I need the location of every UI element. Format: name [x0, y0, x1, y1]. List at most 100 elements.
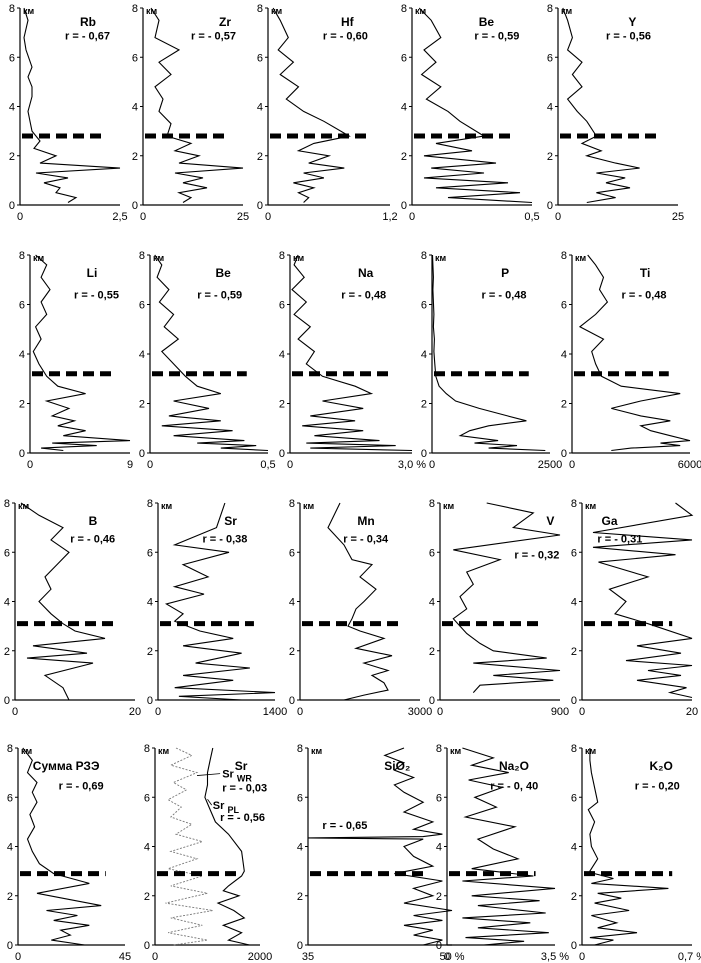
y-tick-label-19-4: 4: [571, 842, 577, 854]
y-tick-label-11-2: 2: [147, 646, 153, 658]
series-line-3-0: [418, 7, 533, 204]
depth-unit-label-4: км: [561, 6, 573, 16]
y-tick-label-0-8: 8: [9, 3, 15, 15]
x-tick-label-min-0: 0: [17, 211, 23, 223]
arrow-sr-pl: [207, 798, 213, 806]
x-tick-label-min-9: 0: [569, 459, 575, 471]
y-tick-label-5-8: 8: [19, 250, 25, 262]
y-tick-label-13-6: 6: [429, 547, 435, 559]
y-tick-label-2-2: 2: [257, 151, 263, 163]
y-tick-label-14-0: 0: [571, 695, 577, 707]
element-name-3: Be: [479, 15, 495, 29]
x-tick-label-min-16: 0: [152, 951, 158, 963]
series-line-11-0: [164, 502, 276, 701]
x-tick-label-max-14: 20: [686, 706, 698, 718]
depth-unit-label-12: км: [303, 501, 315, 511]
y-tick-label-8-6: 6: [421, 300, 427, 312]
y-tick-label-7-8: 8: [279, 250, 285, 262]
y-tick-label-12-4: 4: [289, 597, 295, 609]
correlation-label-2: r = - 0,60: [323, 31, 368, 43]
y-tick-label-9-4: 4: [561, 349, 567, 361]
y-tick-label-9-6: 6: [561, 300, 567, 312]
y-tick-label-18-2: 2: [436, 891, 442, 903]
y-tick-label-13-2: 2: [429, 646, 435, 658]
depth-unit-label-8: км: [435, 253, 447, 263]
series-line-16-0: [204, 747, 250, 946]
y-tick-label-13-0: 0: [429, 695, 435, 707]
y-tick-label-11-4: 4: [147, 597, 153, 609]
x-tick-label-max-5: 9: [127, 459, 133, 471]
element-name-8: P: [501, 266, 509, 280]
x-tick-label-max-6: 0,5: [260, 459, 275, 471]
y-tick-label-3-0: 0: [401, 200, 407, 212]
x-tick-label-min-4: 0: [555, 211, 561, 223]
element-name-1: Zr: [219, 15, 231, 29]
x-tick-label-min-12: 0: [297, 706, 303, 718]
depth-unit-label-15: км: [21, 746, 33, 756]
correlation-label-9: r = - 0,48: [622, 290, 667, 302]
x-tick-label-min-19: 0: [579, 951, 585, 963]
correlation-label-1: r = - 0,57: [191, 31, 236, 43]
x-tick-label-max-8: 2500: [538, 459, 562, 471]
y-tick-label-9-2: 2: [561, 399, 567, 411]
depth-unit-label-2: км: [271, 6, 283, 16]
correlation-label-4: r = - 0,56: [606, 31, 651, 43]
depth-unit-label-14: км: [585, 501, 597, 511]
series-label-sr-pl: Sr: [213, 800, 225, 812]
x-tick-label-min-10: 0: [12, 706, 18, 718]
series-line-14-0: [592, 502, 694, 699]
y-tick-label-1-8: 8: [132, 3, 138, 15]
series-line-15-0: [22, 747, 102, 946]
y-tick-label-4-4: 4: [547, 102, 553, 114]
y-tick-label-12-6: 6: [289, 547, 295, 559]
y-tick-label-14-4: 4: [571, 597, 577, 609]
y-tick-label-8-0: 0: [421, 448, 427, 460]
y-tick-label-17-2: 2: [297, 891, 303, 903]
y-tick-label-7-6: 6: [279, 300, 285, 312]
x-tick-label-min-3: 0: [409, 211, 415, 223]
x-tick-label-max-10: 20: [129, 706, 141, 718]
y-tick-label-19-2: 2: [571, 891, 577, 903]
depth-unit-label-9: км: [575, 253, 587, 263]
element-name-12: Mn: [357, 514, 374, 528]
correlation-label-12: r = - 0,34: [343, 533, 389, 545]
y-tick-label-19-6: 6: [571, 792, 577, 804]
x-tick-label-max-15: 45: [119, 951, 131, 963]
element-name-15: Сумма РЗЭ: [33, 759, 100, 773]
element-name-14: Ga: [601, 514, 617, 528]
y-tick-label-17-0: 0: [297, 940, 303, 952]
element-name-16: Sr: [235, 759, 248, 773]
y-tick-label-10-6: 6: [4, 547, 10, 559]
x-tick-label-min-15: 0: [15, 951, 21, 963]
y-tick-label-18-0: 0: [436, 940, 442, 952]
series-line-10-0: [20, 502, 106, 701]
depth-unit-label-17: км: [311, 746, 323, 756]
y-tick-label-18-6: 6: [436, 792, 442, 804]
y-tick-label-1-2: 2: [132, 151, 138, 163]
y-tick-label-6-2: 2: [139, 399, 145, 411]
y-tick-label-14-2: 2: [571, 646, 577, 658]
series-line-17-0: [307, 747, 453, 946]
y-tick-label-5-4: 4: [19, 349, 25, 361]
correlation-label-0: r = - 0,67: [65, 31, 110, 43]
y-tick-label-1-6: 6: [132, 52, 138, 64]
series-label-sr-pl-sub: PL: [227, 805, 239, 815]
y-tick-label-15-8: 8: [7, 743, 13, 755]
y-tick-label-5-2: 2: [19, 399, 25, 411]
correlation-label-10: r = - 0,46: [70, 533, 115, 545]
y-tick-label-16-6: 6: [144, 792, 150, 804]
x-tick-label-min-17: 35: [302, 951, 314, 963]
series-line-5-0: [32, 254, 131, 452]
y-tick-label-18-8: 8: [436, 743, 442, 755]
x-tick-label-min-5: 0: [27, 459, 33, 471]
correlation-label-15: r = - 0,69: [59, 780, 104, 792]
series-line-4-0: [562, 7, 640, 204]
y-tick-label-12-8: 8: [289, 498, 295, 510]
y-tick-label-7-4: 4: [279, 349, 285, 361]
y-tick-label-3-2: 2: [401, 151, 407, 163]
x-tick-label-max-1: 25: [237, 211, 249, 223]
y-tick-label-2-8: 8: [257, 3, 263, 15]
y-tick-label-17-8: 8: [297, 743, 303, 755]
x-tick-label-max-2: 1,2: [382, 211, 397, 223]
y-tick-label-16-4: 4: [144, 842, 150, 854]
